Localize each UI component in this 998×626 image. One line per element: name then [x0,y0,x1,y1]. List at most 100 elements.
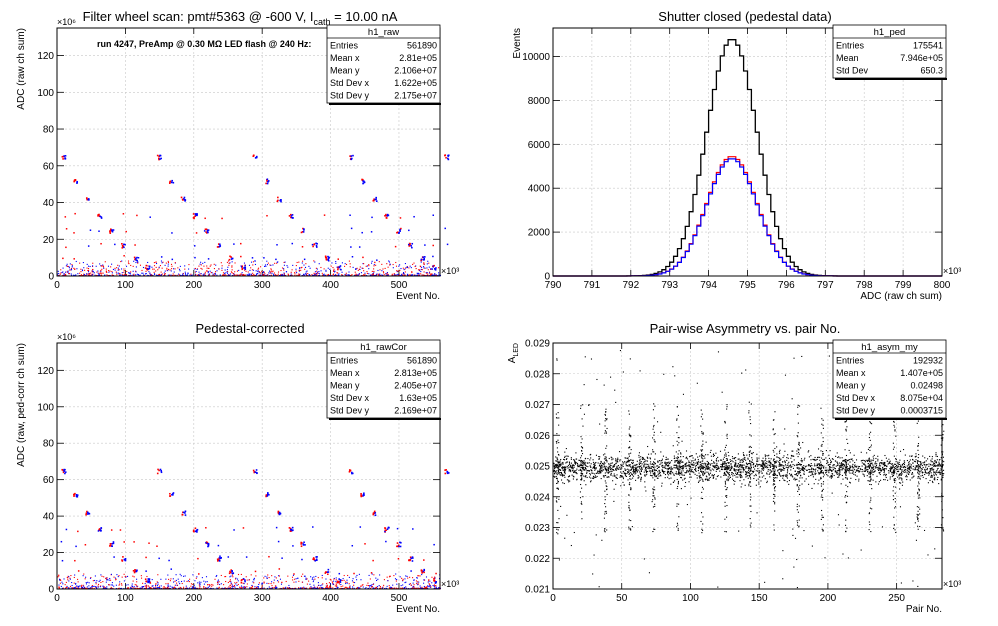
point-band [407,243,410,246]
point-asym [855,459,858,461]
point-asym [692,457,694,459]
x-tick-label: 790 [545,280,562,291]
point-floor [321,587,323,589]
point-asym [563,466,565,469]
point-floor [386,272,388,274]
point-floor [226,587,228,589]
point-blue [351,472,353,475]
point-asym [660,460,662,462]
point-asym [799,484,801,486]
point-asym [817,448,820,450]
point-floor [313,579,315,581]
point-asym [560,479,563,481]
point-asym [896,464,898,467]
point-blue [303,541,305,544]
point-floor [58,272,60,275]
point-asym [754,465,757,467]
data-marks [57,468,450,590]
point-asym [924,469,926,471]
point-floor [277,261,279,263]
point-asym [622,478,625,480]
point-asym [716,465,719,467]
point-floor [418,273,420,275]
point-floor [101,265,103,267]
point-floor [135,587,137,589]
point-asym [607,472,610,474]
point-floor [311,578,313,580]
point-asym [929,471,931,473]
point-floor [301,581,303,583]
point-floor [224,576,226,578]
point-asym [728,474,730,476]
point-red [312,557,315,559]
point-floor [111,582,113,584]
point-asym [694,459,696,461]
point-band [349,214,351,216]
point-asym [783,465,785,467]
point-asym [693,464,695,466]
point-floor [283,274,286,277]
point-floor [287,274,290,276]
point-floor [194,586,196,588]
point-band [423,571,425,574]
point-asym [734,469,736,471]
point-asym [709,463,711,465]
point-blue [338,266,341,268]
point-floor [236,270,239,272]
point-asym [640,470,642,473]
point-asym [759,464,761,466]
point-floor [225,575,227,578]
point-floor [114,267,116,269]
point-floor [210,264,212,266]
point-band [160,256,163,258]
point-blue [398,545,400,548]
point-floor [187,587,189,590]
point-asym [703,473,705,475]
point-floor [102,264,104,266]
point-floor [144,583,146,585]
point-asym [933,473,935,475]
point-asym [621,467,623,469]
point-asym [837,473,839,475]
point-asym [866,469,868,471]
point-floor [169,580,171,582]
point-band [301,558,303,561]
point-asym [613,473,615,475]
point-asym [929,463,932,465]
point-floor [246,274,248,276]
point-asym [849,469,851,471]
point-band [432,244,434,247]
point-floor [405,575,407,577]
point-floor [180,575,182,577]
point-blue [64,468,66,471]
point-band [245,556,248,558]
point-floor [246,586,248,588]
point-floor [233,585,235,587]
point-red [384,214,386,217]
point-asym [776,456,778,458]
point-floor [370,585,372,587]
point-asym [705,465,707,467]
point-asym [583,480,585,482]
point-asym [861,465,863,467]
point-floor [105,581,107,583]
point-floor [234,578,237,580]
point-floor [278,575,280,577]
point-floor [417,584,419,586]
point-floor [252,274,254,277]
point-asym [730,465,732,467]
point-floor [262,272,264,274]
point-asym [644,461,646,463]
point-asym [663,466,665,468]
point-asym [559,469,561,471]
point-blue [435,581,438,583]
point-floor [405,581,407,583]
point-floor [141,272,143,274]
point-red [360,492,362,495]
point-floor [427,273,429,275]
point-floor [141,586,143,588]
point-asym [871,467,873,470]
point-floor [142,582,144,584]
point-floor [300,269,302,271]
point-floor [429,274,431,276]
